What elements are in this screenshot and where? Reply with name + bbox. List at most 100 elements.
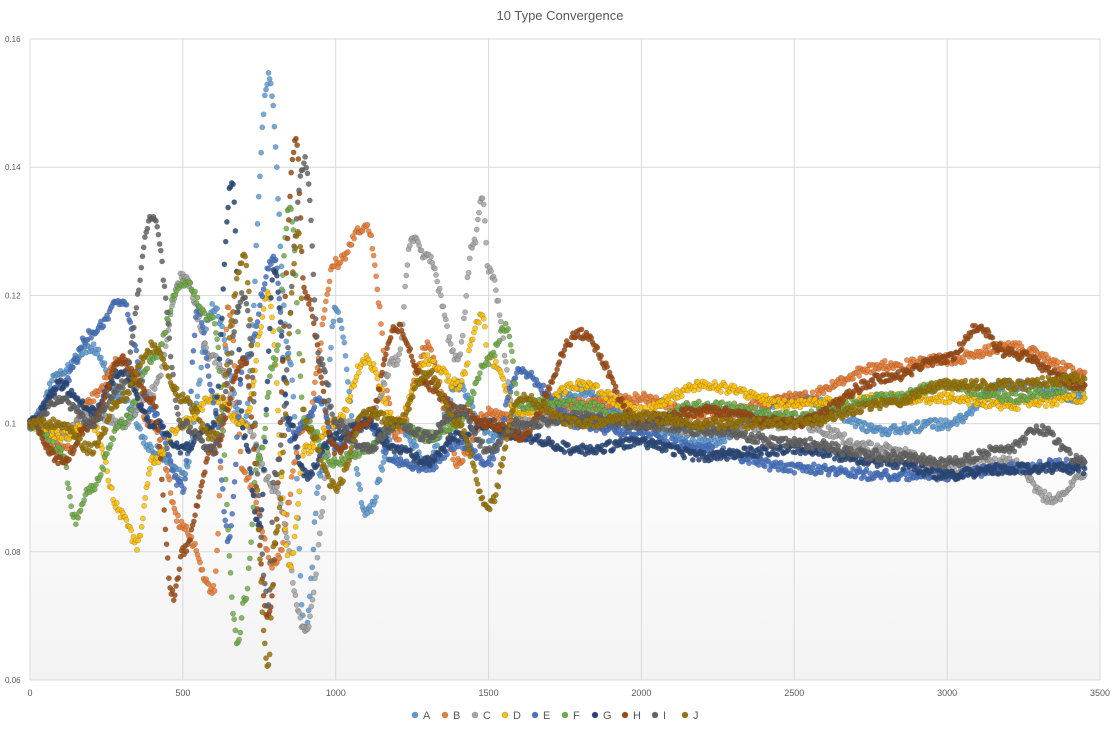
data-point (782, 397, 787, 402)
data-point (312, 380, 317, 385)
data-point (298, 615, 303, 620)
data-point (261, 287, 266, 292)
data-point (466, 270, 471, 275)
data-point (345, 249, 350, 254)
data-point (446, 373, 451, 378)
data-point (475, 217, 480, 222)
data-point (230, 611, 235, 616)
data-point (195, 295, 200, 300)
data-point (284, 226, 289, 231)
data-point (224, 502, 229, 507)
data-point (276, 281, 281, 286)
data-point (388, 410, 393, 415)
data-point (374, 370, 379, 375)
data-point (338, 318, 343, 323)
data-point (213, 569, 218, 574)
data-point (188, 280, 193, 285)
data-point (123, 421, 128, 426)
data-point (473, 326, 478, 331)
data-point (915, 419, 920, 424)
data-point (197, 378, 202, 383)
data-point (204, 355, 209, 360)
data-point (321, 316, 326, 321)
data-point (493, 288, 498, 293)
data-point (255, 221, 260, 226)
data-point (466, 348, 471, 353)
data-point (508, 389, 513, 394)
data-point (309, 604, 314, 609)
data-point (106, 478, 111, 483)
data-point (163, 440, 168, 445)
data-point (371, 253, 376, 258)
data-point (284, 339, 289, 344)
data-point (284, 542, 289, 547)
data-point (193, 541, 198, 546)
data-point (438, 293, 443, 298)
data-point (322, 307, 327, 312)
data-point (66, 486, 71, 491)
data-point (96, 347, 101, 352)
data-point (276, 343, 281, 348)
data-point (513, 381, 518, 386)
data-point (470, 337, 475, 342)
data-point (404, 273, 409, 278)
data-point (732, 401, 737, 406)
data-point (223, 518, 228, 523)
data-point (98, 472, 103, 477)
data-point (265, 547, 270, 552)
data-point (326, 287, 331, 292)
data-point (460, 458, 465, 463)
data-point (191, 348, 196, 353)
data-point (513, 375, 518, 380)
data-point (398, 347, 403, 352)
data-point (579, 387, 584, 392)
data-point (260, 125, 265, 130)
data-point (306, 624, 311, 629)
data-point (474, 227, 479, 232)
data-point (320, 509, 325, 514)
data-point (251, 303, 256, 308)
data-point (1064, 457, 1069, 462)
data-point (106, 316, 111, 321)
data-point (341, 335, 346, 340)
data-point (294, 476, 299, 481)
data-point (108, 442, 113, 447)
data-point (323, 299, 328, 304)
data-point (223, 343, 228, 348)
data-point (673, 438, 678, 443)
data-point (819, 470, 824, 475)
data-point (718, 389, 723, 394)
data-point (370, 246, 375, 251)
data-point (358, 487, 363, 492)
data-point (514, 391, 519, 396)
data-point (294, 515, 299, 520)
data-point (312, 519, 317, 524)
data-point (432, 266, 437, 271)
data-point (382, 396, 387, 401)
data-point (263, 426, 268, 431)
data-point (76, 515, 81, 520)
data-point (248, 405, 253, 410)
data-point (477, 371, 482, 376)
data-point (529, 370, 534, 375)
data-point (256, 194, 261, 199)
data-point (273, 144, 278, 149)
data-point (377, 304, 382, 309)
data-point (262, 93, 267, 98)
data-point (250, 522, 255, 527)
data-point (431, 358, 436, 363)
data-point (1071, 393, 1076, 398)
data-point (344, 367, 349, 372)
data-point (488, 269, 493, 274)
data-point (269, 94, 274, 99)
data-point (949, 391, 954, 396)
data-point (374, 274, 379, 279)
data-point (183, 471, 188, 476)
data-point (321, 495, 326, 500)
data-point (501, 376, 506, 381)
data-point (259, 324, 264, 329)
data-point (762, 464, 767, 469)
data-point (458, 383, 463, 388)
data-point (49, 378, 54, 383)
